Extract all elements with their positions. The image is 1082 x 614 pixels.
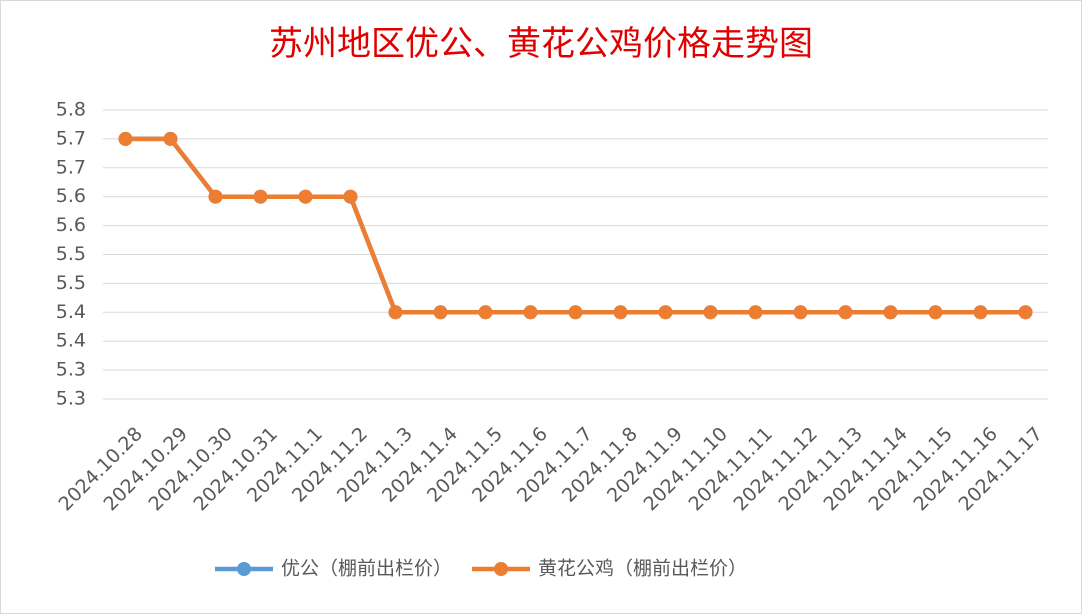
series-point [343,189,358,204]
series-point [928,305,943,320]
y-tick-label: 5.4 [56,301,86,323]
series-point [478,305,493,320]
series-point [253,189,268,204]
legend-marker [494,562,509,576]
series-point [973,305,988,320]
series-point [568,305,583,320]
y-tick-label: 5.4 [56,330,86,352]
series-point [433,305,448,320]
series-point [163,131,178,146]
legend-label: 黄花公鸡（棚前出栏价） [538,558,747,580]
series-point [1018,305,1033,320]
series-point [388,305,403,320]
y-tick-label: 5.6 [56,214,86,236]
series-point [703,305,718,320]
series-point [118,131,133,146]
y-tick-label: 5.3 [56,388,86,410]
legend-marker [237,562,251,576]
series-point [523,305,538,320]
y-tick-label: 5.7 [56,156,86,178]
legend-label: 优公（棚前出栏价） [281,558,452,580]
series-point [208,189,223,204]
y-tick-label: 5.7 [56,127,86,149]
y-tick-label: 5.3 [56,359,86,381]
series-point [793,305,808,320]
series-point [838,305,853,320]
y-tick-label: 5.5 [56,243,86,265]
chart-title: 苏州地区优公、黄花公鸡价格走势图 [269,24,813,64]
series-point [748,305,763,320]
y-tick-label: 5.5 [56,272,86,294]
series-point [658,305,673,320]
series-point [298,189,313,204]
series-point [883,305,898,320]
series-point [613,305,628,320]
y-tick-label: 5.6 [56,185,86,207]
y-tick-label: 5.8 [56,99,86,121]
